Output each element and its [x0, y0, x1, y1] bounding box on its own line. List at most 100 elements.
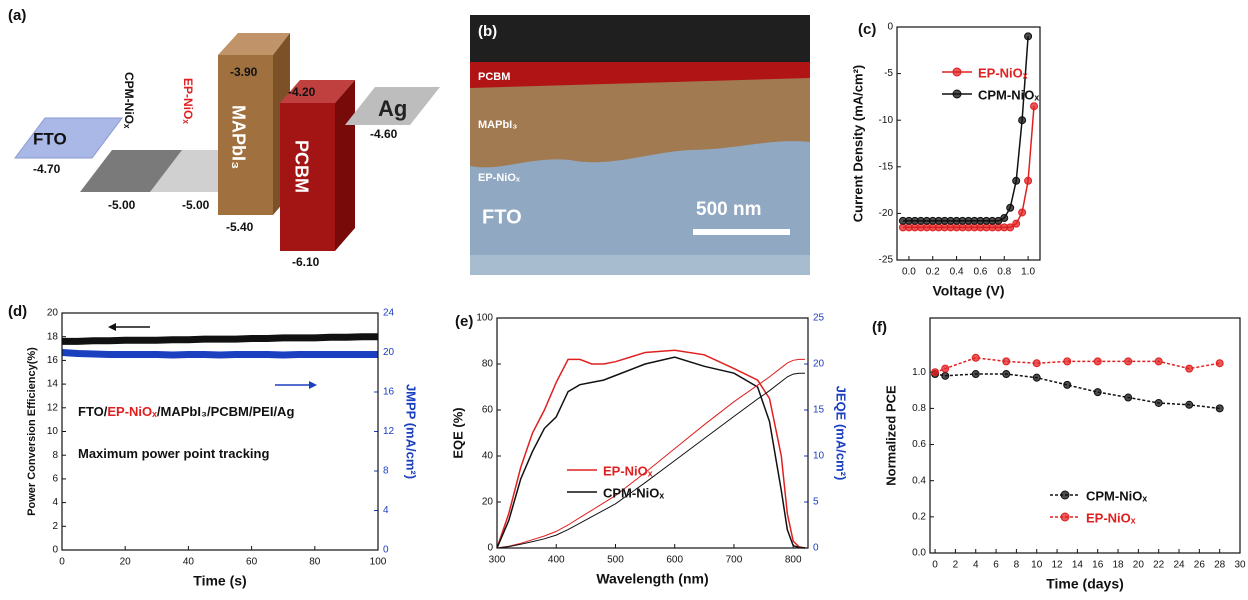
y-tick-label: -25 [879, 255, 894, 266]
legend-marker [1061, 513, 1069, 521]
annotation-part: EP-NiOₓ [107, 404, 157, 419]
x-tick-label: 40 [183, 557, 195, 568]
x-axis-label: Voltage (V) [932, 283, 1004, 299]
legend-label: EP-NiOₓ [603, 463, 653, 478]
x-tick-label: 400 [548, 555, 565, 566]
marker [1025, 33, 1032, 40]
y2-tick-label: 25 [813, 313, 825, 324]
layer-label: FTO [33, 129, 67, 148]
marker [1003, 371, 1010, 378]
x-tick-label: 500 [607, 555, 624, 566]
marker [1186, 401, 1193, 408]
y-axis-label: Power Conversion Efficiency(%) [26, 347, 38, 516]
x-axis-label: Time (s) [193, 573, 246, 589]
y-tick-label: 0.4 [912, 475, 926, 486]
y2-tick-label: 24 [383, 308, 395, 319]
x-tick-label: 14 [1072, 560, 1084, 571]
y-tick-label: 10 [47, 426, 59, 437]
x-tick-label: 28 [1214, 560, 1226, 571]
series-line [497, 357, 805, 548]
marker [1094, 389, 1101, 396]
y2-tick-label: 8 [383, 466, 389, 477]
y-axis-label: Current Density (mA/cm²) [850, 65, 865, 222]
energy-level: -5.00 [182, 198, 210, 212]
marker [1155, 399, 1162, 406]
x-tick-label: 80 [309, 557, 321, 568]
x-tick-label: 16 [1092, 560, 1104, 571]
y2-tick-label: 12 [383, 426, 395, 437]
x-tick-label: 0.2 [926, 267, 940, 278]
y-tick-label: 6 [52, 474, 58, 485]
marker [1033, 360, 1040, 367]
annotation-part: /MAPbI₃/PCBM/PEI/Ag [157, 404, 295, 419]
x-tick-label: 800 [785, 555, 802, 566]
marker [1001, 215, 1008, 222]
x-tick-label: 30 [1234, 560, 1246, 571]
x-tick-label: 12 [1051, 560, 1063, 571]
panel-label: (c) [858, 21, 876, 38]
series-line [62, 353, 378, 356]
marker [1064, 358, 1071, 365]
legend-marker [1061, 491, 1069, 499]
x-tick-label: 0.4 [950, 267, 964, 278]
series-line [497, 373, 805, 548]
y-tick-label: 60 [482, 405, 494, 416]
marker [972, 371, 979, 378]
marker [942, 365, 949, 372]
x-tick-label: 0 [59, 557, 65, 568]
marker [1013, 177, 1020, 184]
fto-slab [15, 118, 122, 158]
arrow-head [309, 381, 317, 389]
y-tick-label: 100 [476, 313, 493, 324]
legend-label: EP-NiOₓ [978, 65, 1028, 80]
plot-frame [62, 313, 378, 550]
legend-label: CPM-NiOₓ [978, 87, 1039, 102]
y2-axis-label: JMPP (mA/cm²) [404, 384, 419, 479]
annotation-part: Maximum power point tracking [78, 446, 269, 461]
energy-level: -4.60 [370, 127, 398, 141]
marker [942, 372, 949, 379]
marker [972, 354, 979, 361]
y-tick-label: -20 [879, 208, 894, 219]
energy-diagram: (a) FTO -4.70 CPM-NiOₓ -5.00 EP-NiOₓ -5.… [8, 7, 440, 269]
x-tick-label: 2 [953, 560, 959, 571]
x-tick-label: 10 [1031, 560, 1043, 571]
marker [1019, 117, 1026, 124]
marker [1216, 360, 1223, 367]
layer-label: PCBM [478, 71, 510, 83]
y-tick-label: 8 [52, 450, 58, 461]
legend-marker [953, 68, 961, 76]
marker [1019, 209, 1026, 216]
annotation-part: FTO/ [78, 404, 108, 419]
y-tick-label: 40 [482, 451, 494, 462]
annotation: Maximum power point tracking [78, 446, 269, 461]
energy-level: -4.20 [288, 85, 316, 99]
x-tick-label: 24 [1173, 560, 1185, 571]
y2-axis-label: JEQE (mA/cm²) [834, 386, 849, 481]
plot-frame [930, 318, 1240, 553]
x-axis-label: Wavelength (nm) [596, 571, 708, 587]
marker [1025, 177, 1032, 184]
layer-label: FTO [482, 206, 522, 228]
scale-label: 500 nm [696, 199, 761, 220]
marker [1007, 204, 1014, 211]
panel-label: (e) [455, 313, 473, 330]
y-tick-label: 0 [52, 545, 58, 556]
energy-level: -3.90 [230, 65, 258, 79]
y2-tick-label: 0 [813, 543, 819, 554]
x-tick-label: 8 [1014, 560, 1020, 571]
layer-label: EP-NiOₓ [478, 172, 521, 184]
x-tick-label: 4 [973, 560, 979, 571]
x-axis-label: Time (days) [1046, 576, 1124, 592]
marker [1125, 358, 1132, 365]
y-axis-label: Normalized PCE [883, 385, 898, 486]
series-line [497, 350, 805, 548]
marker [1216, 405, 1223, 412]
y-tick-label: 16 [47, 355, 59, 366]
series-line [497, 359, 805, 548]
y2-tick-label: 16 [383, 387, 395, 398]
y-tick-label: 14 [47, 379, 59, 390]
x-tick-label: 0.0 [902, 267, 916, 278]
marker [1033, 374, 1040, 381]
series-line [903, 106, 1034, 227]
